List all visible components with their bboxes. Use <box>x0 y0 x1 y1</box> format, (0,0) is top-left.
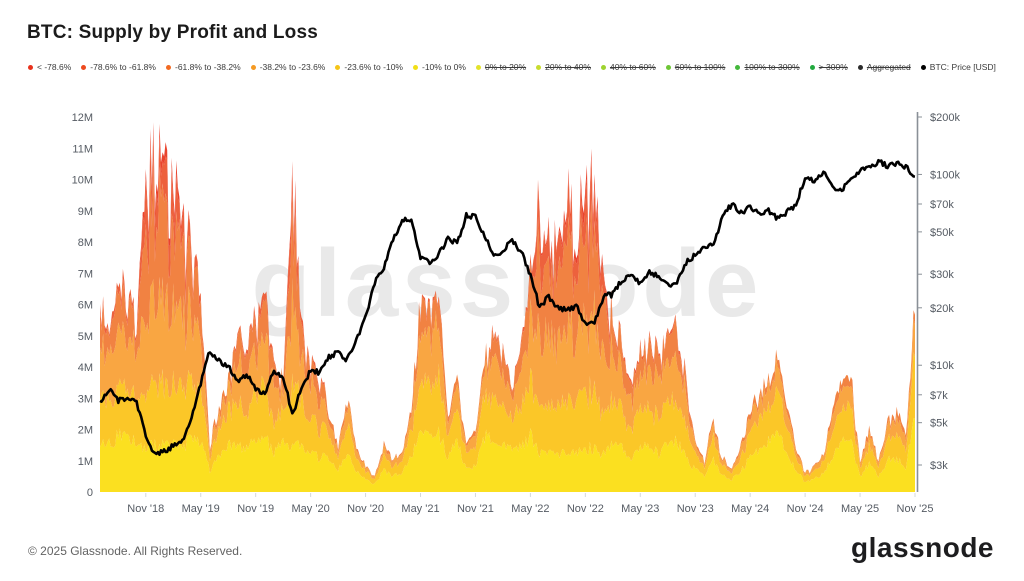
left-tick-label: 1M <box>78 456 93 468</box>
supply-bands <box>100 122 915 492</box>
legend-item-7[interactable]: 20% to 40% <box>536 62 591 72</box>
left-tick-label: 7M <box>78 268 93 280</box>
right-tick-label: $50k <box>930 227 954 239</box>
price-line <box>99 158 916 456</box>
right-tick-label: $200k <box>930 112 960 124</box>
legend-label: 60% to 100% <box>674 62 726 72</box>
legend-item-12[interactable]: Aggregated <box>857 62 911 72</box>
x-tick-label: May '21 <box>401 503 439 515</box>
legend-label: > 300% <box>818 62 848 72</box>
left-axis: 0 1M 2M 3M 4M 5M 6M 7M 8M 9M 10M 11M 12M <box>72 112 93 499</box>
legend-label: -61.8% to -38.2% <box>174 62 241 72</box>
x-tick-label: Nov '25 <box>897 503 934 515</box>
page-title: BTC: Supply by Profit and Loss <box>27 22 319 43</box>
legend-dot <box>250 64 256 70</box>
legend-dot <box>735 64 741 70</box>
legend-dot <box>536 64 542 70</box>
left-tick-label: 8M <box>78 237 93 249</box>
legend-item-3[interactable]: -38.2% to -23.6% <box>250 62 326 72</box>
legend-dot <box>413 64 418 70</box>
legend-dot <box>600 64 606 70</box>
legend-item-5[interactable]: -10% to 0% <box>413 62 466 72</box>
right-tick-label: $10k <box>930 360 954 372</box>
legend-label: 20% to 40% <box>545 62 591 72</box>
left-tick-label: 3M <box>78 393 93 405</box>
x-tick-label: May '23 <box>621 503 659 515</box>
left-tick-label: 0 <box>87 487 93 499</box>
legend-item-11[interactable]: > 300% <box>809 62 848 72</box>
band--38.2% to -23.6% <box>100 276 915 480</box>
legend-item-1[interactable]: -78.6% to -61.8% <box>81 62 156 72</box>
right-tick-label: $7k <box>930 390 948 402</box>
x-tick-label: May '25 <box>841 503 879 515</box>
legend-dot <box>475 64 481 70</box>
band--61.8% to -38.2% <box>100 159 915 477</box>
legend-item-10[interactable]: 100% to 300% <box>735 62 800 72</box>
legend-dot <box>28 64 33 70</box>
legend-item-4[interactable]: -23.6% to -10% <box>335 62 403 72</box>
band--10% to 0% <box>100 417 915 492</box>
x-tick-label: May '19 <box>182 503 220 515</box>
x-tick-label: Nov '20 <box>347 503 384 515</box>
legend-dot <box>809 64 815 70</box>
right-tick-label: $100k <box>930 169 960 181</box>
legend-label: 100% to 300% <box>744 62 800 72</box>
x-tick-label: Nov '24 <box>787 503 824 515</box>
left-tick-label: 12M <box>72 112 93 124</box>
legend-label: Aggregated <box>866 62 911 72</box>
glassnode-logo: glassnode <box>851 532 994 563</box>
right-tick-label: $70k <box>930 199 954 211</box>
band--23.6% to -10% <box>100 352 915 485</box>
x-tick-label: Nov '23 <box>677 503 714 515</box>
legend-label: 40% to 60% <box>609 62 656 72</box>
legend-item-0[interactable]: < -78.6% <box>28 62 71 72</box>
legend-item-13[interactable]: BTC: Price [USD] <box>920 62 996 72</box>
copyright-text: © 2025 Glassnode. All Rights Reserved. <box>28 544 243 558</box>
legend-dot <box>857 64 863 70</box>
legend-item-6[interactable]: 0% to 20% <box>475 62 527 72</box>
x-tick-label: Nov '21 <box>457 503 494 515</box>
legend-item-8[interactable]: 40% to 60% <box>600 62 656 72</box>
right-tick-label: $3k <box>930 460 948 472</box>
legend-dot <box>335 64 341 70</box>
left-tick-label: 5M <box>78 331 93 343</box>
legend-dot <box>165 64 171 70</box>
legend-item-9[interactable]: 60% to 100% <box>665 62 726 72</box>
right-tick-label: $5k <box>930 418 948 430</box>
x-tick-label: May '22 <box>511 503 549 515</box>
left-tick-label: 11M <box>72 143 93 155</box>
x-tick-label: May '20 <box>292 503 330 515</box>
x-tick-label: Nov '22 <box>567 503 604 515</box>
legend-label: -38.2% to -23.6% <box>259 62 326 72</box>
legend-label: BTC: Price [USD] <box>929 62 996 72</box>
x-axis: Nov '18 May '19 Nov '19 May '20 Nov '20 May '… <box>127 493 933 515</box>
legend-dot <box>665 64 671 70</box>
x-tick-label: Nov '19 <box>237 503 274 515</box>
x-tick-label: May '24 <box>731 503 769 515</box>
left-tick-label: 4M <box>78 362 93 374</box>
left-tick-label: 2M <box>78 425 93 437</box>
x-tick-label: Nov '18 <box>127 503 164 515</box>
legend-label: -78.6% to -61.8% <box>90 62 156 72</box>
left-tick-label: 10M <box>72 175 93 187</box>
left-tick-label: 6M <box>78 300 93 312</box>
legend-label: -23.6% to -10% <box>344 62 403 72</box>
right-axis: $200k $100k $70k $50k $30k $20k $10k $7k $5k $3k <box>916 112 960 492</box>
legend-dot <box>81 64 87 70</box>
legend-label: < -78.6% <box>37 62 72 72</box>
legend-label: 0% to 20% <box>484 62 527 72</box>
legend-item-2[interactable]: -61.8% to -38.2% <box>165 62 241 72</box>
legend-dot <box>920 64 926 70</box>
left-tick-label: 9M <box>78 206 93 218</box>
legend-label: -10% to 0% <box>422 62 466 72</box>
right-tick-label: $20k <box>930 303 954 315</box>
chart-legend: < -78.6% -78.6% to -61.8% -61.8% to -38.2%… <box>28 62 996 72</box>
right-tick-label: $30k <box>930 269 954 281</box>
